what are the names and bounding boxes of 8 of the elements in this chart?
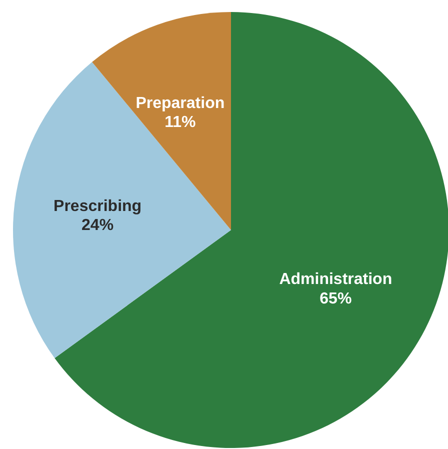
data-label: 24%: [82, 217, 114, 234]
data-label: 11%: [164, 114, 196, 132]
slice-label: Prescribing: [54, 198, 142, 215]
data-label: 65%: [320, 290, 352, 308]
pie-slice: [54, 12, 448, 448]
pie-slice: [13, 62, 231, 358]
slice-label: Administration: [279, 271, 392, 288]
slice-label: Preparation: [136, 94, 225, 112]
